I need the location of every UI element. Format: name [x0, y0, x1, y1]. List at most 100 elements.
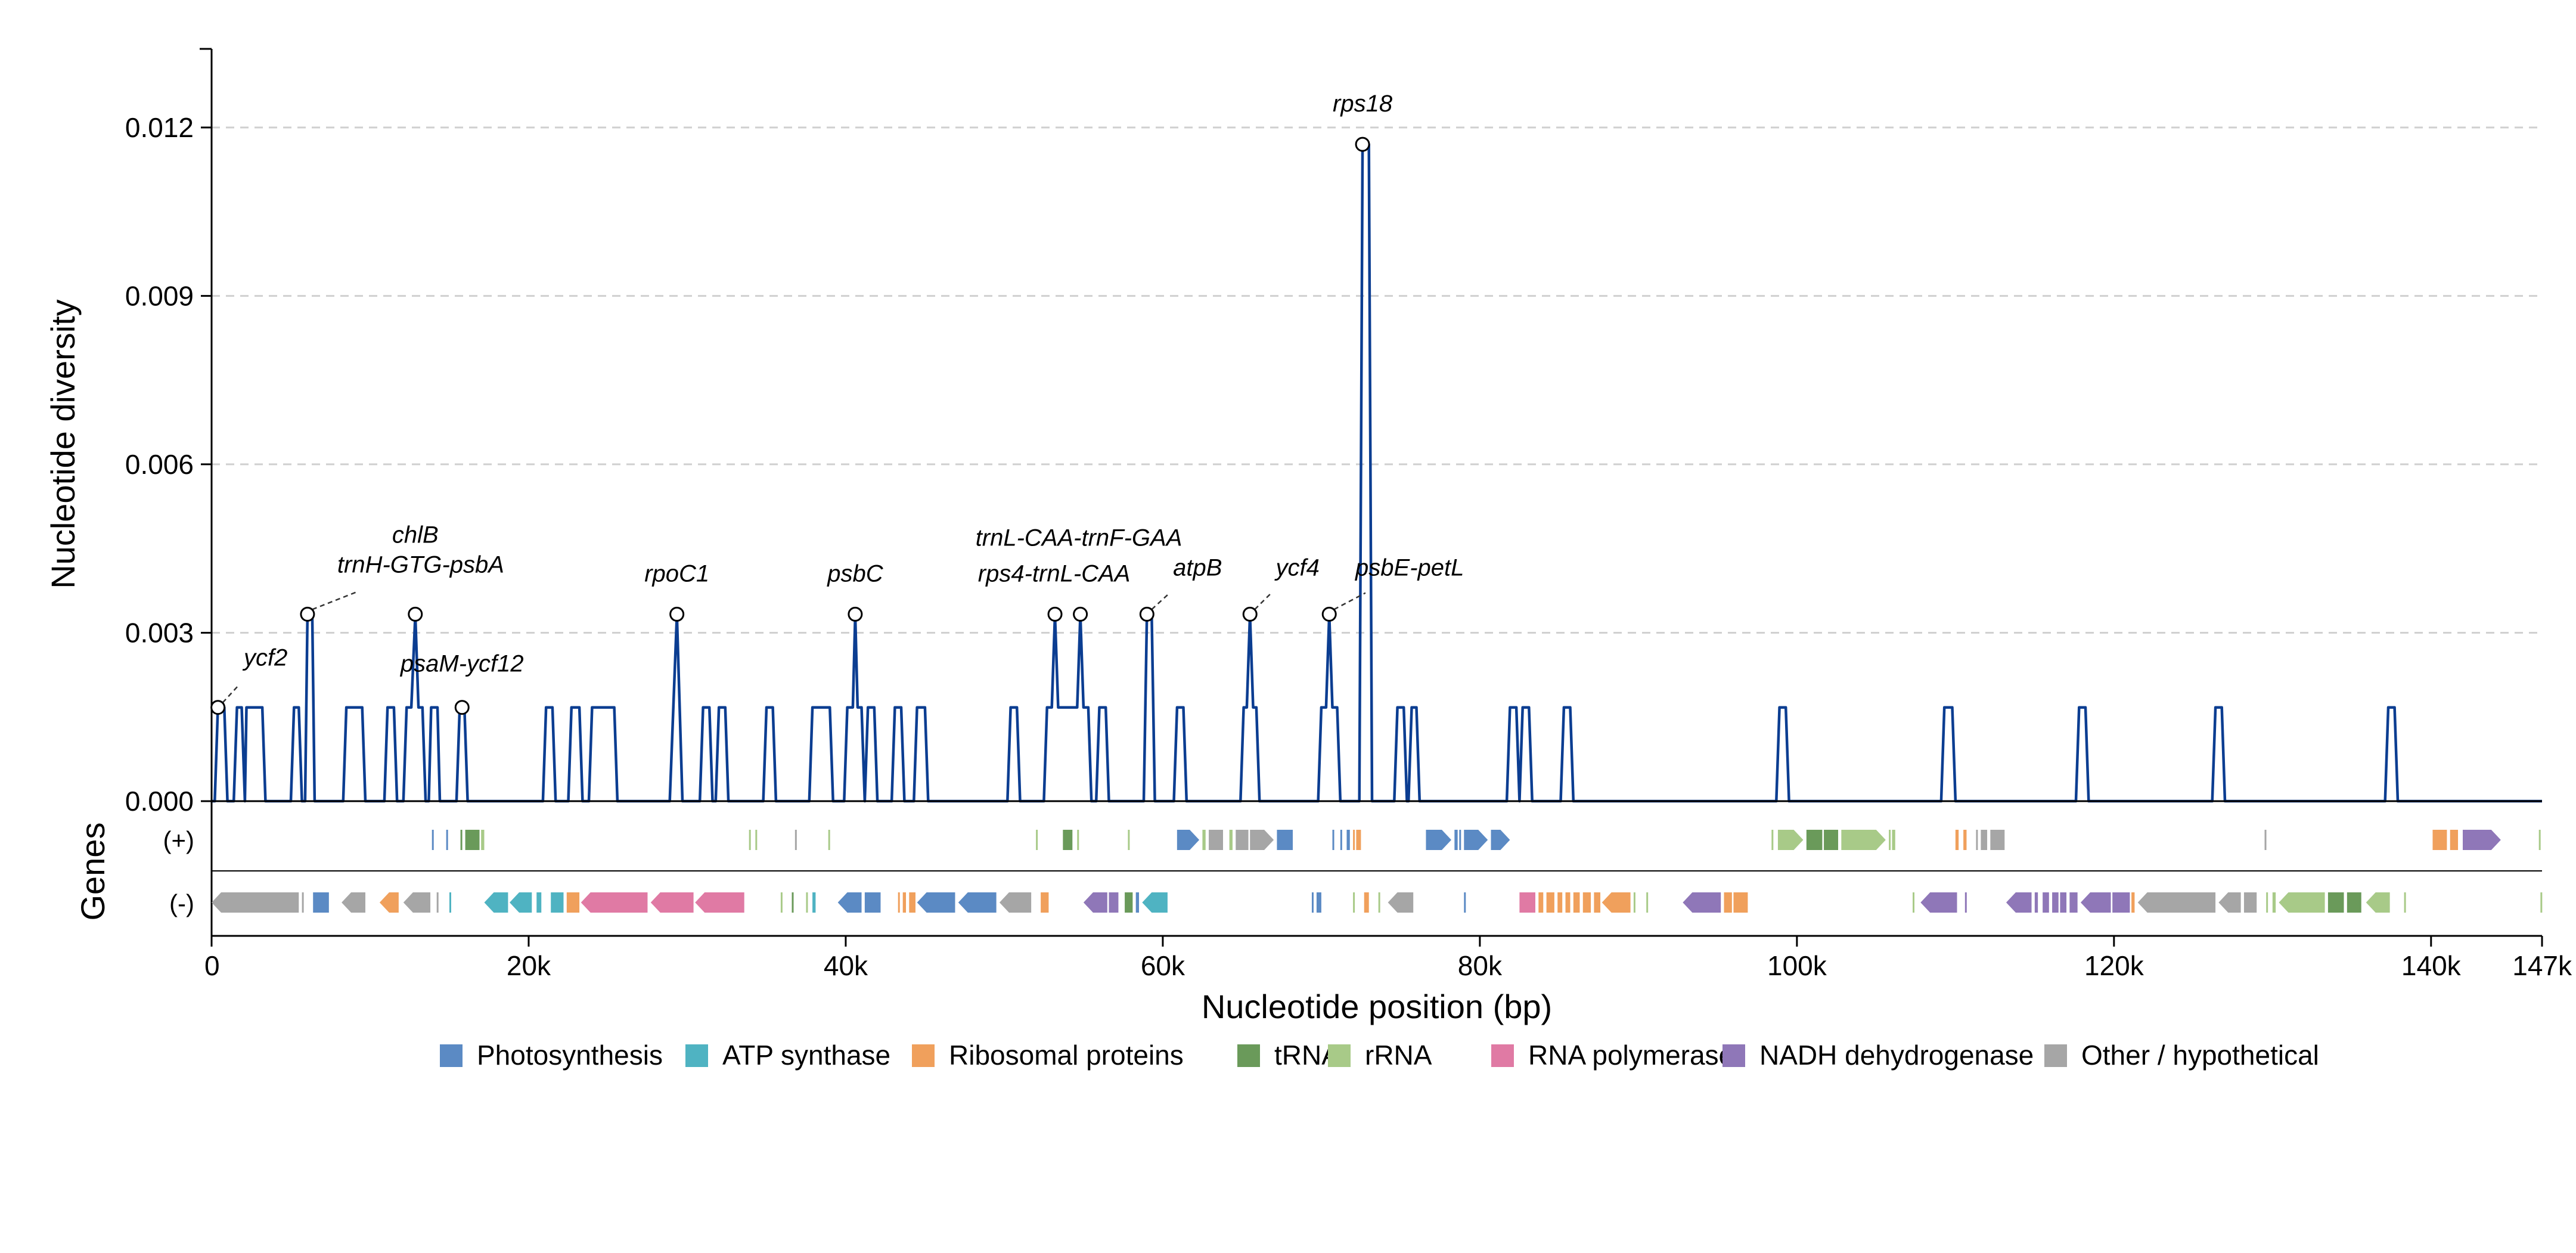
gene-feature — [465, 830, 480, 850]
y-tick-label: 0.000 — [125, 786, 194, 817]
peak-label: rps4-trnL-CAA — [978, 560, 1131, 587]
gene-feature — [432, 830, 434, 850]
peak-marker — [1047, 606, 1063, 622]
gene-feature — [909, 892, 915, 913]
gene-feature — [2137, 892, 2216, 913]
gene-feature — [917, 892, 955, 913]
diversity-line — [212, 142, 2542, 803]
gene-feature — [1388, 892, 1414, 913]
x-axis-title: Nucleotide position (bp) — [1202, 988, 1552, 1025]
peak-marker — [1073, 606, 1088, 622]
legend-swatch — [1722, 1044, 1745, 1067]
gene-feature — [2272, 892, 2276, 913]
gene-feature — [212, 892, 299, 913]
gene-feature — [342, 892, 366, 913]
gene-feature — [1316, 892, 1321, 913]
diversity-series — [212, 142, 2542, 803]
gene-feature — [1733, 892, 1748, 913]
gene-feature — [1724, 892, 1732, 913]
gene-feature — [1646, 892, 1649, 913]
legend-swatch — [1328, 1044, 1351, 1067]
gene-feature — [1633, 892, 1635, 913]
gene-feature — [1557, 892, 1563, 913]
y-tick-label: 0.003 — [125, 617, 194, 648]
gene-feature — [2069, 892, 2078, 913]
gene-feature — [2404, 892, 2406, 913]
peak-label: psbC — [827, 560, 883, 587]
peak-label: atpB — [1173, 554, 1222, 581]
gene-feature — [958, 892, 997, 913]
gene-feature — [436, 892, 439, 913]
peak-marker — [210, 700, 226, 715]
gene-feature — [1582, 892, 1591, 913]
gene-feature — [2043, 892, 2049, 913]
y-tick-label: 0.012 — [125, 112, 194, 143]
y-tick-label: 0.006 — [125, 449, 194, 480]
gene-feature — [1346, 830, 1350, 850]
gene-feature — [695, 892, 744, 913]
peak-leader-line — [1333, 592, 1366, 610]
legend-swatch — [1237, 1044, 1260, 1067]
gene-feature — [1464, 892, 1466, 913]
gene-feature — [1964, 892, 1967, 913]
gene-feature — [2131, 892, 2135, 913]
legend-label: Other / hypothetical — [2081, 1040, 2319, 1071]
gene-feature — [828, 830, 830, 850]
gene-feature — [806, 892, 808, 913]
gene-feature — [1332, 830, 1334, 850]
gene-feature — [2052, 892, 2059, 913]
gene-feature — [755, 830, 758, 850]
gene-feature — [566, 892, 580, 913]
peak-marker — [1139, 606, 1154, 622]
gene-feature — [1356, 830, 1361, 850]
peak-marker — [300, 606, 315, 622]
peak-leader-line — [222, 684, 240, 703]
gene-feature — [1777, 830, 1804, 850]
gene-tracks — [212, 830, 2543, 913]
gene-feature — [2450, 830, 2459, 850]
gene-feature — [1976, 830, 1978, 850]
gene-feature — [837, 892, 862, 913]
gene-feature — [536, 892, 542, 913]
peak-marker — [1321, 606, 1337, 622]
gene-feature — [403, 892, 431, 913]
legend-label: NADH dehydrogenase — [1759, 1040, 2034, 1071]
gene-feature — [2432, 830, 2447, 850]
gene-feature — [460, 830, 463, 850]
peak-label: psbE-petL — [1355, 554, 1464, 581]
gene-feature — [1771, 830, 1774, 850]
peak-label: ycf4 — [1274, 554, 1320, 581]
gene-feature — [780, 892, 783, 913]
gene-feature — [379, 892, 399, 913]
gene-feature — [1229, 830, 1233, 850]
legend-label: RNA polymerase — [1528, 1040, 1734, 1071]
gene-feature — [999, 892, 1032, 913]
peak-label: chlB — [392, 522, 439, 548]
gene-feature — [749, 830, 751, 850]
gene-feature — [1913, 892, 1915, 913]
gene-feature — [1892, 830, 1895, 850]
x-tick-label: 60k — [1141, 950, 1185, 981]
peak-marker — [454, 700, 470, 715]
gene-feature — [1250, 830, 1274, 850]
gene-feature — [484, 892, 508, 913]
gridlines — [212, 126, 2542, 634]
gene-feature — [551, 892, 564, 913]
gene-feature — [2347, 892, 2361, 913]
gene-feature — [1602, 892, 1631, 913]
axes: 0.000 0.003 0.006 0.009 0.012 0 20k 40k 60k 80k 10… — [125, 48, 2572, 981]
x-tick-label: 20k — [507, 950, 551, 981]
peak-label: trnL-CAA-trnF-GAA — [976, 525, 1183, 551]
gene-feature — [1981, 830, 1988, 850]
gene-feature — [1077, 830, 1079, 850]
gene-feature — [1426, 830, 1452, 850]
gene-feature — [1209, 830, 1223, 850]
gene-feature — [1109, 892, 1119, 913]
gene-feature — [1990, 830, 2005, 850]
gene-feature — [1806, 830, 1823, 850]
legend-swatch — [1491, 1044, 1514, 1067]
gene-feature — [1573, 892, 1580, 913]
gene-feature — [1565, 892, 1571, 913]
gene-feature — [1955, 830, 1959, 850]
gene-feature — [2264, 830, 2267, 850]
